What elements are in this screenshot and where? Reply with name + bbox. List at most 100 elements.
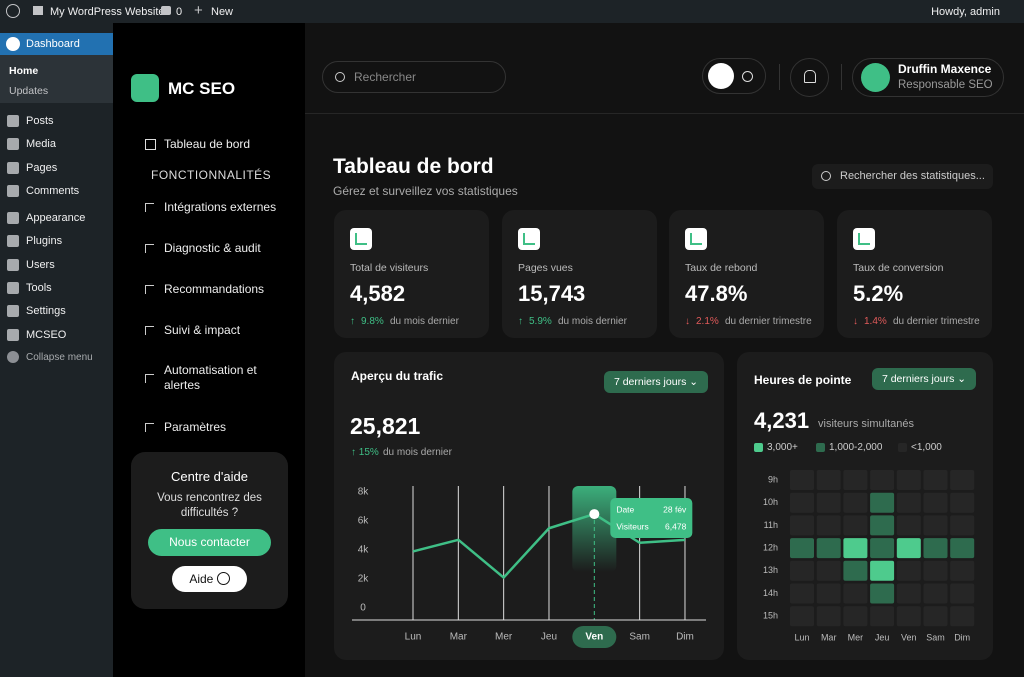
heat-cell [816, 606, 841, 627]
col-label: Jeu [875, 632, 890, 642]
heat-cell [790, 583, 814, 604]
wp-logo[interactable] [6, 4, 20, 18]
site-name[interactable]: My WordPress Website [50, 6, 165, 18]
dashboard-item[interactable] [0, 33, 113, 55]
heat-cell [790, 538, 814, 559]
stat-value: 5.2% [853, 281, 904, 306]
search-icon [821, 171, 831, 181]
traffic-range[interactable]: 7 derniers jours ⌄ [604, 371, 708, 393]
legend-label: <1,000 [911, 442, 942, 453]
submenu-item[interactable]: Home [9, 65, 39, 77]
nav-item[interactable]: Suivi & impact [164, 322, 241, 337]
nav-item[interactable]: Automatisation et alertes [164, 363, 257, 392]
heat-cell [816, 583, 841, 604]
range-label: 7 derniers jours [613, 376, 687, 388]
peak-range[interactable]: 7 derniers jours ⌄ [872, 368, 976, 390]
menu-item[interactable]: Posts [26, 115, 54, 127]
search-box[interactable] [322, 61, 506, 93]
aide-button[interactable]: Aide [172, 566, 247, 592]
col-label: Sam [926, 632, 945, 642]
stats-search-placeholder: Rechercher des statistiques... [840, 170, 985, 182]
tooltip-date: 28 fév [663, 504, 687, 514]
traffic-line [412, 512, 686, 579]
menu-icon [7, 185, 19, 197]
menu-item[interactable]: Media [26, 138, 56, 150]
collapse-icon [7, 351, 19, 363]
menu-item[interactable]: Settings [26, 305, 66, 317]
heat-cell [950, 538, 975, 559]
bell-button[interactable] [790, 58, 829, 97]
row-label: 12h [763, 542, 778, 552]
legend-swatch [898, 443, 907, 452]
heatmap: 9h 10h 11h 12h 13h 14h 15h Lun Mar Mer Jeu Ven Sam Di… [763, 470, 975, 642]
tooltip-date-label: Date [616, 504, 634, 514]
stat-arrow: ↓ [853, 316, 858, 327]
nav-item[interactable]: Recommandations [164, 281, 265, 296]
stat-arrow: ↑ [518, 316, 523, 327]
tooltip-value-label: Visiteurs [616, 521, 648, 531]
aide-label: Aide [189, 572, 214, 586]
menu-item[interactable]: Users [26, 259, 55, 271]
nav-item[interactable]: Diagnostic & audit [164, 240, 261, 255]
nav-home[interactable]: Tableau de bord [164, 137, 251, 151]
menu-item[interactable]: MCSEO [26, 329, 67, 341]
heat-cell [790, 515, 814, 536]
heat-cell [843, 583, 868, 604]
new-link[interactable]: New [211, 6, 234, 18]
nav-icon [145, 285, 154, 294]
row-label: 10h [763, 497, 778, 507]
y-tick-label: 6k [358, 516, 370, 527]
tooltip-value: 6,478 [665, 521, 687, 531]
comment-count[interactable]: 0 [176, 6, 183, 18]
stat-value: 47.8% [685, 281, 748, 306]
legend-label: 3,000+ [767, 442, 798, 453]
heat-cell [790, 470, 814, 490]
user-card[interactable] [852, 58, 1004, 97]
legend-label: 1,000-2,000 [829, 442, 883, 453]
tooltip [610, 498, 693, 538]
data-point [547, 526, 551, 530]
stats-search[interactable] [812, 164, 993, 189]
data-point [683, 538, 687, 542]
collapse-menu[interactable]: Collapse menu [26, 352, 93, 363]
howdy[interactable]: Howdy, admin [931, 6, 1000, 18]
menu-item[interactable]: Plugins [26, 235, 63, 247]
contact-button[interactable]: Nous contacter [148, 529, 271, 556]
dashboard-label[interactable]: Dashboard [26, 38, 80, 50]
heat-cell [923, 470, 948, 490]
stat-label: Taux de rebond [685, 262, 758, 274]
menu-item[interactable]: Comments [26, 185, 80, 197]
stat-label: Taux de conversion [853, 262, 944, 274]
y-tick-label: 0 [360, 603, 366, 614]
menu-item[interactable]: Tools [26, 282, 52, 294]
heat-cell [923, 583, 948, 604]
data-point [502, 576, 506, 580]
traffic-chart: 0 2k 4k 6k 8k Lun Mar Mer Jeu Ven Sam Dim Date 28 fév… [352, 486, 706, 648]
theme-toggle[interactable] [702, 58, 766, 94]
heat-cell [816, 538, 841, 559]
stat-value: 15,743 [518, 281, 586, 306]
menu-item[interactable]: Appearance [26, 212, 86, 224]
heat-cell [896, 515, 921, 536]
menu-icon [7, 138, 19, 150]
nav-icon [145, 374, 154, 383]
avatar [861, 63, 890, 92]
menu-item[interactable]: Pages [26, 162, 58, 174]
search-placeholder: Rechercher [354, 70, 417, 84]
submenu-item[interactable]: Updates [9, 85, 49, 97]
stat-change: 5.9% [529, 316, 552, 327]
sun-icon [742, 71, 753, 82]
heat-cell [790, 492, 814, 513]
heat-cell [950, 492, 975, 513]
nav-item[interactable]: Paramètres [164, 419, 227, 434]
moon-button[interactable] [708, 63, 734, 89]
peak-total: 4,231 [754, 408, 810, 433]
x-tick-label: Dim [676, 632, 694, 643]
stat-icon-glyph [690, 233, 702, 245]
nav-section: FONCTIONNALITÉS [151, 168, 272, 182]
heat-cell [896, 470, 921, 490]
nav-item[interactable]: Intégrations externes [164, 199, 277, 214]
y-tick-label: 4k [358, 545, 370, 556]
help-icon [216, 572, 230, 585]
